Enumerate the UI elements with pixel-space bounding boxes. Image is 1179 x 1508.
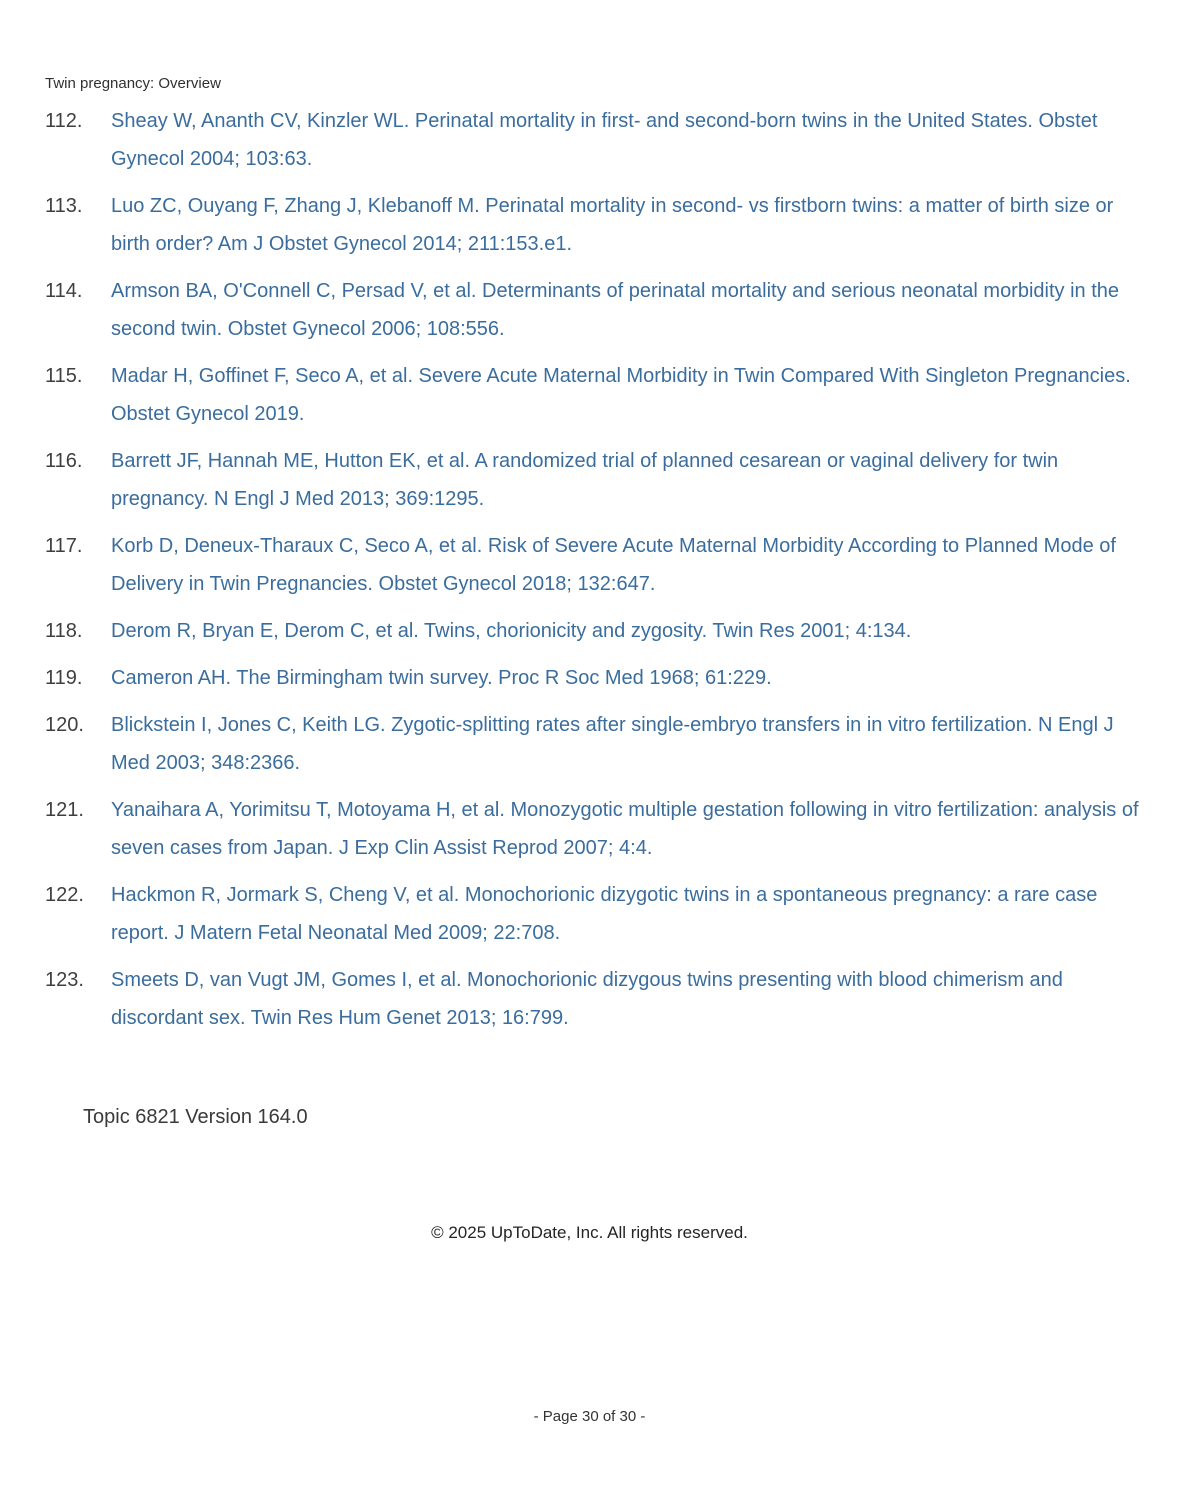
reference-number: 123. [45, 969, 84, 991]
reference-list: 112. Sheay W, Ananth CV, Kinzler WL. Per… [0, 102, 1160, 1046]
reference-item: 112. Sheay W, Ananth CV, Kinzler WL. Per… [0, 102, 1160, 178]
reference-number: 113. [45, 195, 83, 217]
reference-item: 116. Barrett JF, Hannah ME, Hutton EK, e… [0, 442, 1160, 518]
reference-item: 119. Cameron AH. The Birmingham twin sur… [0, 659, 1160, 697]
reference-citation-link[interactable]: Blickstein I, Jones C, Keith LG. Zygotic… [111, 714, 1114, 774]
reference-citation-link[interactable]: Luo ZC, Ouyang F, Zhang J, Klebanoff M. … [111, 195, 1114, 255]
reference-number: 117. [45, 535, 83, 557]
reference-number: 121. [45, 799, 84, 821]
reference-number: 114. [45, 280, 83, 302]
reference-item: 123. Smeets D, van Vugt JM, Gomes I, et … [0, 961, 1160, 1037]
reference-item: 117. Korb D, Deneux-Tharaux C, Seco A, e… [0, 527, 1160, 603]
page-number-indicator: - Page 30 of 30 - [533, 1408, 646, 1425]
reference-citation-link[interactable]: Madar H, Goffinet F, Seco A, et al. Seve… [111, 365, 1131, 425]
reference-citation-link[interactable]: Barrett JF, Hannah ME, Hutton EK, et al.… [111, 450, 1059, 510]
reference-item: 122. Hackmon R, Jormark S, Cheng V, et a… [0, 876, 1160, 952]
reference-citation-link[interactable]: Yanaihara A, Yorimitsu T, Motoyama H, et… [111, 799, 1139, 859]
reference-citation-link[interactable]: Korb D, Deneux-Tharaux C, Seco A, et al.… [111, 535, 1116, 595]
reference-item: 115. Madar H, Goffinet F, Seco A, et al.… [0, 357, 1160, 433]
reference-item: 121. Yanaihara A, Yorimitsu T, Motoyama … [0, 791, 1160, 867]
reference-item: 120. Blickstein I, Jones C, Keith LG. Zy… [0, 706, 1160, 782]
reference-citation-link[interactable]: Hackmon R, Jormark S, Cheng V, et al. Mo… [111, 884, 1098, 944]
reference-number: 120. [45, 714, 84, 736]
reference-number: 118. [45, 620, 83, 642]
reference-citation-link[interactable]: Sheay W, Ananth CV, Kinzler WL. Perinata… [111, 110, 1098, 170]
reference-citation-link[interactable]: Derom R, Bryan E, Derom C, et al. Twins,… [111, 620, 912, 642]
reference-number: 116. [45, 450, 83, 472]
reference-citation-link[interactable]: Cameron AH. The Birmingham twin survey. … [111, 667, 772, 689]
reference-item: 118. Derom R, Bryan E, Derom C, et al. T… [0, 612, 1160, 650]
reference-number: 119. [45, 667, 83, 689]
topic-version-label: Topic 6821 Version 164.0 [83, 1106, 308, 1128]
copyright-notice: © 2025 UpToDate, Inc. All rights reserve… [431, 1223, 748, 1242]
reference-citation-link[interactable]: Armson BA, O'Connell C, Persad V, et al.… [111, 280, 1120, 340]
reference-citation-link[interactable]: Smeets D, van Vugt JM, Gomes I, et al. M… [111, 969, 1063, 1029]
document-title-breadcrumb: Twin pregnancy: Overview [45, 75, 221, 92]
reference-item: 114. Armson BA, O'Connell C, Persad V, e… [0, 272, 1160, 348]
reference-number: 115. [45, 365, 83, 387]
reference-item: 113. Luo ZC, Ouyang F, Zhang J, Klebanof… [0, 187, 1160, 263]
reference-number: 112. [45, 110, 83, 132]
reference-number: 122. [45, 884, 84, 906]
